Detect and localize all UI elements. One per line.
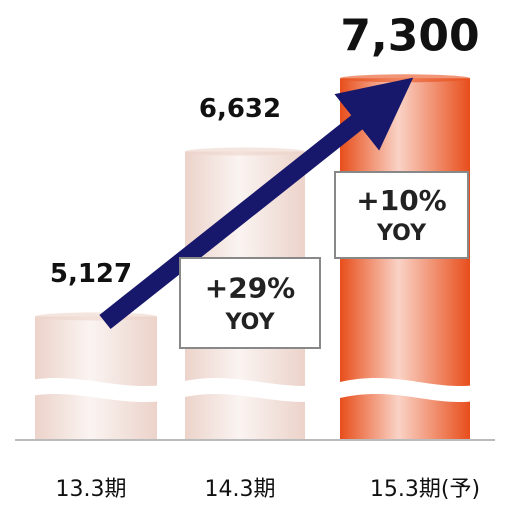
bar-top [35, 312, 157, 321]
annotation-box [179, 257, 321, 349]
bar-top [185, 147, 305, 156]
value-label: 7,300 [340, 10, 479, 61]
bar-top [340, 74, 470, 83]
annotation-text: +29% [205, 272, 295, 305]
x-tick-label: 14.3期 [205, 477, 276, 502]
annotation-box [334, 171, 469, 259]
value-label: 6,632 [199, 94, 281, 124]
annotation-text: +10% [356, 184, 446, 217]
annotation-text: YOY [225, 310, 276, 335]
axis-break [20, 377, 490, 403]
growth-arrow [99, 77, 414, 330]
value-label: 5,127 [50, 259, 132, 289]
annotation-text: YOY [376, 221, 427, 246]
x-tick-label: 15.3期(予) [370, 477, 480, 502]
x-tick-label: 13.3期 [56, 477, 127, 502]
